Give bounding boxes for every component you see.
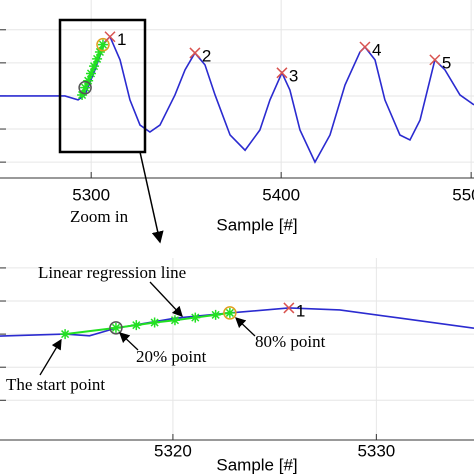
regression-point — [89, 61, 100, 72]
x-tick-label: 5400 — [262, 185, 300, 204]
peak-marker — [359, 41, 371, 53]
regression-point — [169, 315, 180, 326]
annotation-arrow — [119, 332, 139, 351]
peak-marker — [429, 54, 441, 66]
regression-point — [86, 68, 97, 79]
x-axis-label: Sample [#] — [216, 455, 297, 474]
regression-point — [97, 39, 108, 50]
annotation-arrow — [235, 317, 256, 337]
zoom-box — [58, 18, 147, 154]
peak-label: 2 — [202, 46, 211, 65]
percent-point — [223, 306, 237, 320]
regression-point — [94, 46, 105, 57]
percent-point — [96, 37, 110, 52]
regression-point — [131, 320, 142, 331]
annotation: Linear regression line — [38, 263, 186, 282]
signal-line — [0, 307, 474, 337]
regression-point — [190, 312, 201, 323]
peak-marker — [276, 67, 288, 79]
x-tick-label: 5320 — [154, 441, 192, 460]
peak-marker — [283, 302, 295, 314]
peak-label: 3 — [289, 66, 298, 85]
annotation: 80% point — [255, 332, 326, 351]
peak-label: 1 — [296, 301, 305, 320]
regression-point — [80, 82, 91, 93]
regression-line — [64, 311, 231, 336]
regression-point — [60, 329, 71, 340]
regression-point — [83, 75, 94, 86]
regression-point — [149, 317, 160, 328]
annotation: 20% point — [136, 347, 207, 366]
percent-point — [78, 80, 92, 95]
annotation-arrow — [149, 281, 183, 317]
percent-point — [109, 321, 123, 335]
x-tick-label: 5330 — [357, 441, 395, 460]
peak-label: 5 — [442, 53, 451, 72]
zoom-arrow — [139, 151, 164, 244]
peak-marker — [189, 47, 201, 59]
regression-point — [92, 53, 103, 64]
signal-line — [0, 35, 474, 164]
x-axis-label: Sample [#] — [216, 215, 297, 234]
peak-label: 1 — [117, 30, 126, 49]
x-tick-label: 5300 — [72, 185, 110, 204]
x-tick-label: 5500 — [452, 185, 474, 204]
annotation: Zoom in — [70, 207, 129, 226]
annotation-arrow — [39, 338, 62, 376]
regression-point — [77, 89, 88, 100]
peak-marker — [104, 31, 116, 43]
regression-point — [210, 309, 221, 320]
regression-point — [110, 322, 121, 333]
peak-label: 4 — [372, 40, 381, 59]
regression-point — [224, 307, 235, 318]
annotation: The start point — [6, 375, 105, 394]
